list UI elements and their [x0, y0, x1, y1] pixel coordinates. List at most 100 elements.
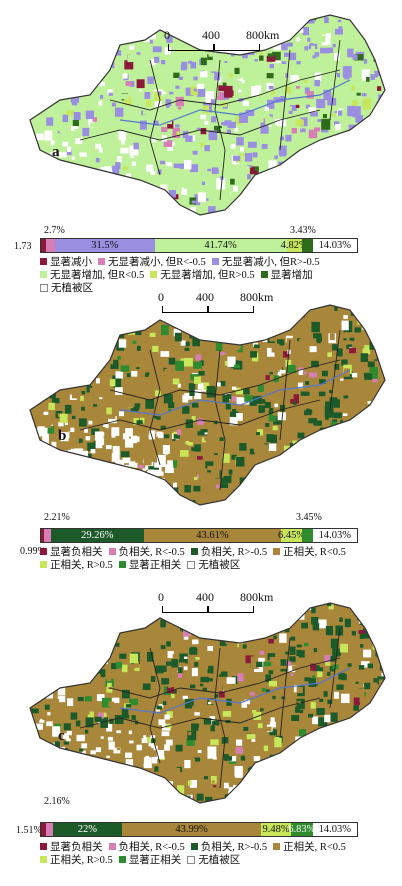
legend-label: 无显著减小, 但R<-0.5 — [108, 257, 206, 268]
legend: 显著负相关 负相关, R<-0.5 负相关, R>-0.5 正相关, R<0.5 正相关… — [40, 840, 400, 866]
legend-swatch — [98, 258, 105, 265]
legend-item: 无显著增加, 但R>0.5 — [150, 267, 255, 282]
legend-label: 负相关, R<-0.5 — [118, 547, 185, 558]
legend-label: 无植被区 — [51, 283, 93, 294]
legend-swatch — [190, 548, 198, 555]
legend-label: 显著正相关 — [128, 855, 182, 866]
bar-segment — [301, 529, 313, 542]
legend: 显著负相关 负相关, R<-0.5 负相关, R>-0.5 正相关, R<0.5 正相关… — [40, 545, 400, 571]
legend-item: 正相关, R<0.5 — [273, 839, 346, 854]
pct-right-top: 3.43% — [290, 225, 316, 236]
scale-label-800: 800km — [240, 290, 274, 304]
pct-left-bottom: 0.99% — [20, 546, 46, 557]
legend-label: 正相关, R>0.5 — [50, 855, 113, 866]
legend-row: 显著减小 无显著减小, 但R<-0.5 无显著减小, 但R>-0.5 — [40, 255, 400, 268]
scale-label-0: 0 — [158, 290, 164, 304]
legend-row: 显著负相关 负相关, R<-0.5 负相关, R>-0.5 正相关, R<0.5 — [40, 840, 400, 853]
legend-swatch — [211, 258, 219, 265]
panel-c: 0 400 800km c 2.16% 1.51% 22% 43.99% 9.48%… — [0, 588, 402, 883]
legend-row: 无显著增加, 但R<0.5 无显著增加, 但R>0.5 显著增加 — [40, 268, 400, 281]
legend-label: 显著负相关 — [50, 547, 103, 558]
legend-item: 显著负相关 — [40, 544, 103, 559]
scale-label-400: 400 — [196, 290, 214, 304]
legend-swatch — [260, 271, 268, 278]
legend-label: 负相关, R>-0.5 — [200, 842, 268, 853]
bar-segment: 14.03% — [312, 529, 357, 542]
legend-swatch — [118, 856, 126, 863]
bar-segment — [45, 823, 53, 836]
bar-segment: 43.99% — [122, 823, 262, 836]
legend-row: 正相关, R>0.5 显著正相关 无植被区 — [40, 853, 400, 866]
scale-bar: 0 400 800km — [160, 28, 300, 58]
legend-item: 显著正相关 — [118, 557, 181, 572]
legend-swatch — [190, 843, 198, 850]
bar-segment: 41.74% — [154, 239, 287, 252]
legend-label: 正相关, R>0.5 — [50, 560, 113, 571]
legend-swatch — [40, 548, 47, 555]
legend-item: 无显著增加, 但R<0.5 — [40, 267, 144, 282]
legend-item: 无植被区 — [40, 280, 93, 295]
legend-swatch — [108, 843, 116, 850]
pct-left-bottom: 1.73 — [14, 241, 32, 252]
legend-item: 无植被区 — [187, 852, 240, 867]
scale-label-0: 0 — [158, 590, 164, 604]
stacked-bar: 31.5% 41.74% 4.82% 14.03% — [40, 238, 358, 253]
legend-label: 负相关, R>-0.5 — [200, 547, 268, 558]
scale-label-0: 0 — [164, 28, 170, 42]
bar-segment: 9.48% — [261, 823, 292, 836]
legend-item: 负相关, R<-0.5 — [108, 544, 185, 559]
legend-item: 负相关, R<-0.5 — [108, 839, 185, 854]
panel-letter: b — [58, 428, 67, 444]
legend-swatch — [40, 561, 47, 568]
bar-segment — [41, 239, 47, 252]
legend-label: 负相关, R<-0.5 — [118, 842, 185, 853]
panel-letter: a — [52, 144, 60, 160]
map-b — [29, 304, 386, 506]
legend-row: 无植被区 — [40, 281, 400, 294]
legend-row: 正相关, R>0.5 显著正相关 无植被区 — [40, 558, 400, 571]
legend-swatch — [40, 258, 47, 265]
legend-swatch — [187, 560, 196, 569]
legend-item: 正相关, R<0.5 — [273, 544, 346, 559]
scale-label-800: 800km — [240, 590, 274, 604]
legend-label: 无显著增加, 但R<0.5 — [50, 270, 145, 281]
bar-segment — [301, 239, 313, 252]
legend-row: 显著负相关 负相关, R<-0.5 负相关, R>-0.5 正相关, R<0.5 — [40, 545, 400, 558]
panel-b: 0 400 800km b 2.21% 0.99% 3.45% 29.26% 43… — [0, 290, 402, 585]
scale-bar: 0 400 800km — [154, 590, 294, 620]
panel-letter: c — [58, 728, 65, 744]
pct-left-top: 2.16% — [44, 796, 70, 807]
scale-label-400: 400 — [202, 28, 220, 42]
legend-item: 正相关, R>0.5 — [40, 557, 113, 572]
legend-label: 显著减小 — [50, 257, 92, 268]
bar-segment: 22% — [52, 823, 123, 836]
legend-item: 显著负相关 — [40, 839, 103, 854]
bar-segment: 29.26% — [51, 529, 144, 542]
legend-swatch — [40, 283, 48, 292]
legend-swatch — [150, 271, 158, 278]
bar-segment: 4.82% — [280, 239, 308, 252]
bar-segment: 31.5% — [55, 239, 155, 252]
legend-label: 无植被区 — [198, 855, 241, 866]
scale-label-800: 800km — [246, 28, 280, 42]
bar-segment — [46, 239, 55, 252]
legend-swatch — [273, 843, 281, 850]
pct-left-top: 2.7% — [44, 225, 65, 236]
legend-item: 显著减小 — [40, 254, 92, 269]
legend-swatch — [118, 561, 126, 568]
legend-item: 无显著减小, 但R<-0.5 — [98, 254, 206, 269]
legend-item: 负相关, R>-0.5 — [190, 544, 268, 559]
scale-bar: 0 400 800km — [154, 290, 294, 320]
legend-label: 正相关, R<0.5 — [283, 547, 346, 558]
legend-label: 显著增加 — [270, 270, 313, 281]
legend-item: 正相关, R>0.5 — [40, 852, 113, 867]
map-a — [29, 14, 386, 216]
bar-segment: 14.03% — [312, 823, 357, 836]
bar-segment: 14.03% — [312, 239, 357, 252]
map-c — [29, 602, 386, 804]
legend-item: 无显著减小, 但R>-0.5 — [211, 254, 320, 269]
legend-label: 正相关, R<0.5 — [283, 842, 346, 853]
pct-right-top: 3.45% — [296, 512, 322, 523]
legend-item: 负相关, R>-0.5 — [190, 839, 268, 854]
legend-label: 无显著增加, 但R>0.5 — [160, 270, 255, 281]
